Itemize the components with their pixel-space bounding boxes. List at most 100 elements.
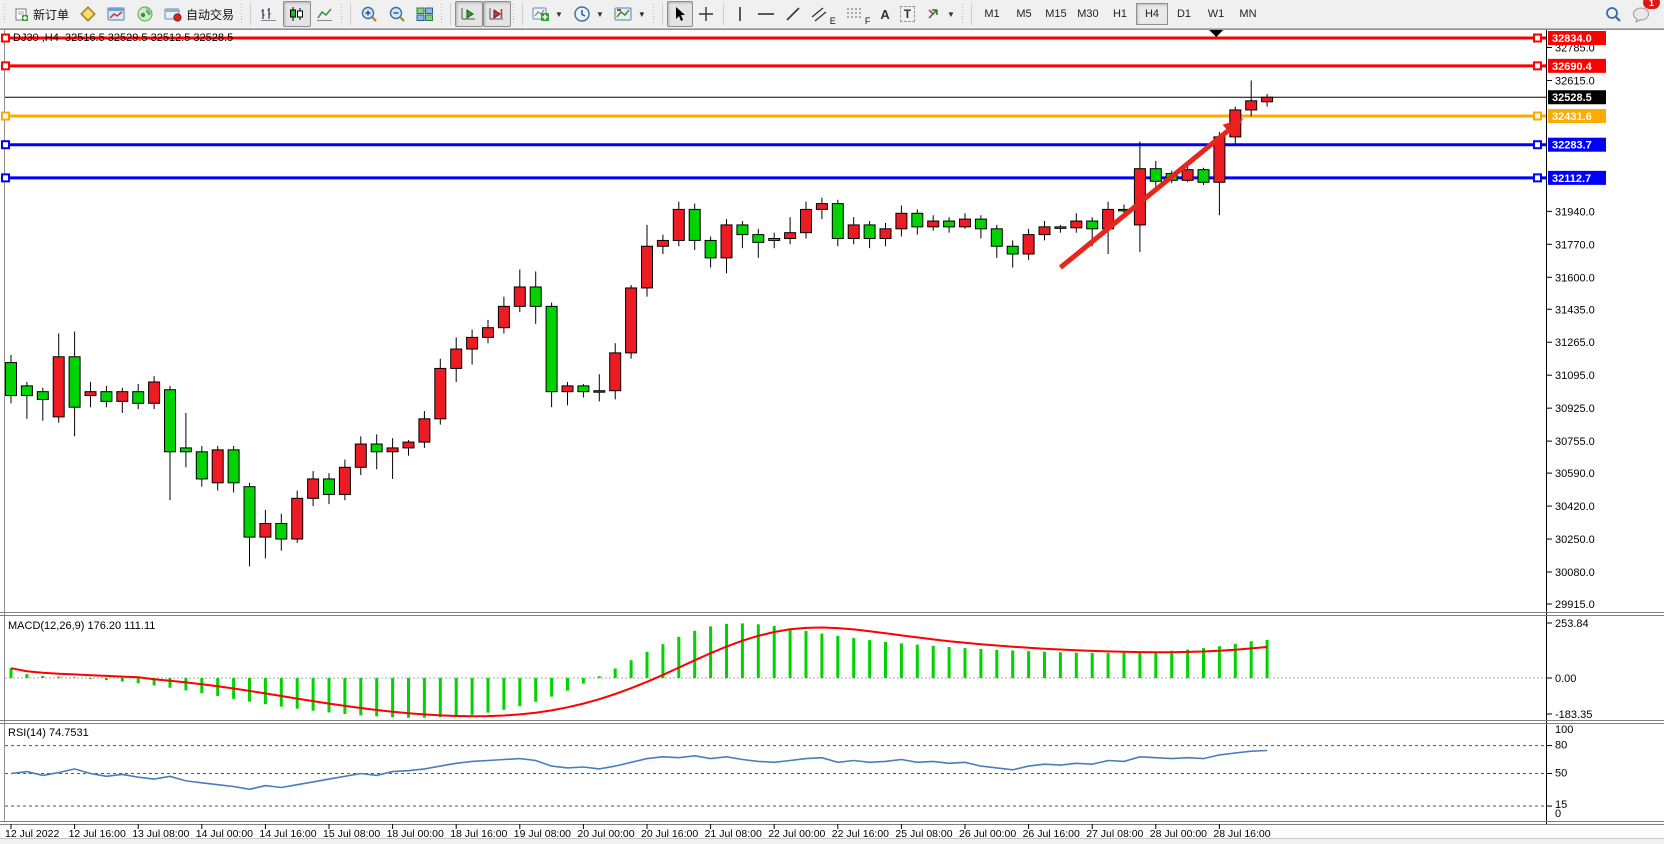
timeframe-h4[interactable]: H4 [1135,3,1168,25]
horizontal-line-icon [757,13,774,15]
level-line-handle[interactable] [1533,33,1542,43]
text-label-tool-button[interactable]: T [895,1,920,27]
candle [164,389,176,453]
auto-scroll-button[interactable] [483,1,512,27]
candlestick-icon [290,7,304,21]
periods-button[interactable]: ▼ [568,1,609,27]
channel-tool-button[interactable]: E [806,1,841,27]
toolbar-grip[interactable] [4,4,7,24]
text-tool-glyph: A [880,6,890,22]
time-tick-label: 12 Jul 16:00 [69,828,126,840]
time-tick-label: 15 Jul 08:00 [323,828,380,840]
toolbar-separator [722,3,724,25]
price-tick-label: 30420.0 [1555,501,1595,513]
candle [307,478,320,499]
trend-arrow-head[interactable] [1222,118,1244,138]
auto-trading-label: 自动交易 [186,7,235,22]
market-watch-icon [80,6,96,22]
toolbar-grip[interactable] [961,4,965,24]
crosshair-tool-button[interactable] [693,1,719,27]
chart-shift-button[interactable] [455,1,484,27]
candlestick-mode-button[interactable] [283,1,312,27]
fibonacci-tool-button[interactable]: F [841,1,876,27]
level-line-handle[interactable] [1,140,10,150]
timeframe-h1[interactable]: H1 [1112,8,1127,20]
time-tick-label: 22 Jul 00:00 [768,828,825,840]
price-label: 32283.7 [1552,140,1592,152]
level-line-handle[interactable] [1533,61,1542,71]
line-chart-mode-button[interactable] [311,1,339,27]
timeframe-m30[interactable]: M30 [1077,8,1099,20]
cursor-tool-button[interactable] [666,1,693,27]
toolbar-grip[interactable] [441,4,445,24]
candle [1245,100,1258,111]
signals-button[interactable] [131,1,159,27]
time-tick-label: 28 Jul 16:00 [1213,828,1270,840]
candle [561,385,574,393]
trendline-tool-button[interactable] [780,1,806,27]
level-line-handle[interactable] [1533,173,1542,183]
text-tool-button[interactable]: A [875,1,894,27]
toolbar-grip[interactable] [513,4,517,24]
new-order-button[interactable]: 新订单 [9,1,74,27]
indicators-button[interactable]: ▼ [527,1,568,27]
candle [354,443,367,468]
level-line-handle[interactable] [1533,140,1542,150]
trend-arrow-line[interactable] [1058,128,1230,270]
candle [148,381,161,404]
search-button[interactable] [1599,1,1627,27]
level-line-handle[interactable] [1,173,10,183]
candle [625,287,638,354]
level-line-handle[interactable] [1,33,10,43]
level-line-handle[interactable] [1,61,10,71]
price-tick-label: 29915.0 [1555,599,1595,611]
new-chart-icon [107,7,125,20]
arrows-tool-button[interactable]: ▼ [920,1,960,27]
zoom-out-button[interactable] [383,1,411,27]
timeframe-m1[interactable]: M1 [984,8,1000,20]
arrows-dropdown-caret: ▼ [947,9,955,19]
price-label-box [1548,31,1606,45]
tile-windows-button[interactable] [411,1,439,27]
new-order-label: 新订单 [33,7,70,22]
zoom-in-button[interactable] [355,1,383,27]
level-line-handle[interactable] [1,111,10,121]
templates-button[interactable]: ▼ [609,1,651,27]
candle [831,203,844,239]
price-tick-label: 30080.0 [1555,567,1595,579]
candle [641,245,653,289]
candle [132,391,145,404]
auto-trading-button[interactable]: 自动交易 [159,1,239,27]
chat-bubble-icon [1633,7,1649,23]
toolbar-grip[interactable] [341,4,345,24]
bar-chart-mode-button[interactable] [255,1,283,27]
candle [1261,96,1274,103]
time-tick-label: 20 Jul 00:00 [577,828,634,840]
signals-icon [137,6,153,22]
timeframe-d1[interactable]: D1 [1176,8,1191,20]
timeframe-m15[interactable]: M15 [1045,8,1067,20]
horizontal-line-tool-button[interactable] [752,1,780,27]
timeframe-w1[interactable]: W1 [1207,8,1225,20]
toolbar-grip[interactable] [241,4,245,24]
timeframe-mn[interactable]: MN [1239,8,1257,20]
notifications-button[interactable]: 1 [1627,0,1660,27]
time-tick-label: 21 Jul 08:00 [705,828,762,840]
vertical-line-tool-button[interactable] [728,1,752,27]
candle [179,447,192,453]
market-watch-button[interactable] [74,1,102,27]
price-label-box [1548,109,1606,124]
toolbar-grip[interactable] [652,4,656,24]
level-line-handle[interactable] [1533,111,1542,121]
timeframe-m5[interactable]: M5 [1016,8,1032,20]
candle [434,367,447,420]
new-chart-button[interactable] [102,1,131,27]
price-tick-label: 31940.0 [1555,206,1595,218]
candle [577,385,590,393]
candle [656,239,669,247]
trendline-icon [786,7,800,21]
time-tick-label: 12 Jul 2022 [5,828,59,840]
price-label: 32112.7 [1552,173,1591,185]
